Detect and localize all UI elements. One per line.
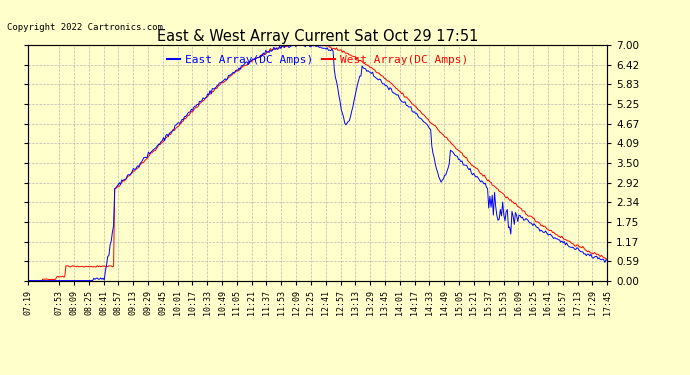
Legend: East Array(DC Amps), West Array(DC Amps): East Array(DC Amps), West Array(DC Amps) bbox=[162, 51, 473, 69]
Title: East & West Array Current Sat Oct 29 17:51: East & West Array Current Sat Oct 29 17:… bbox=[157, 29, 478, 44]
Text: Copyright 2022 Cartronics.com: Copyright 2022 Cartronics.com bbox=[7, 22, 163, 32]
